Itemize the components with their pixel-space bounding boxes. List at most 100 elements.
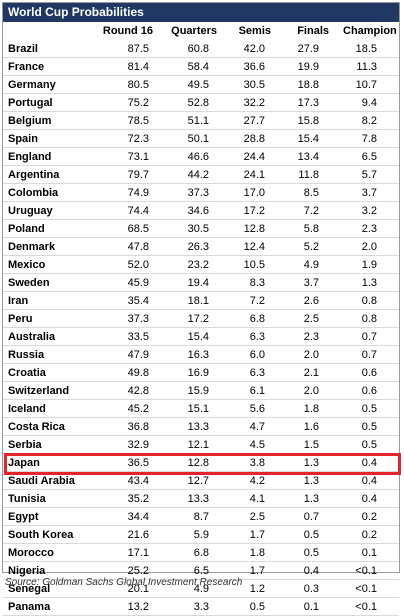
probability-cell: 36.8 (99, 417, 163, 436)
probability-cell: 3.2 (343, 201, 399, 220)
probability-cell: 74.4 (99, 201, 163, 220)
probability-cell: 12.4 (225, 237, 285, 256)
column-header: Semis (238, 25, 271, 37)
probability-cell: 87.5 (99, 40, 163, 58)
probability-cell: 6.8 (163, 543, 225, 562)
probability-cell: 60.8 (163, 40, 225, 58)
probability-cell: 15.4 (163, 327, 225, 346)
probability-cell: 0.4 (343, 489, 399, 508)
table-row: England 73.1 46.6 24.4 13.4 6.5 (3, 147, 399, 166)
probability-cell: 15.9 (163, 381, 225, 400)
probability-cell: 1.7 (225, 525, 285, 544)
table-row: Japan 36.5 12.8 3.8 1.3 0.4 (3, 453, 399, 472)
probability-cell: 47.9 (99, 345, 163, 364)
probability-cell: 0.1 (285, 597, 343, 616)
table-row: Russia 47.9 16.3 6.0 2.0 0.7 (3, 345, 399, 364)
probability-cell: 0.2 (343, 525, 399, 544)
team-name: Japan (3, 453, 99, 472)
probability-cell: 0.4 (285, 561, 343, 580)
probability-cell: 10.5 (225, 255, 285, 274)
probability-cell: 25.2 (99, 561, 163, 580)
table-row: Tunisia 35.2 13.3 4.1 1.3 0.4 (3, 489, 399, 508)
probability-cell: <0.1 (343, 561, 399, 580)
probability-cell: 6.3 (225, 327, 285, 346)
probability-cell: 12.8 (225, 219, 285, 238)
probability-cell: 36.5 (99, 453, 163, 472)
probability-cell: 4.9 (285, 255, 343, 274)
probability-cell: 0.7 (343, 345, 399, 364)
table-row: Egypt 34.4 8.7 2.5 0.7 0.2 (3, 507, 399, 526)
probability-cell: 2.5 (285, 309, 343, 328)
probability-cell: 36.6 (225, 57, 285, 76)
probability-cell: 1.6 (285, 417, 343, 436)
probability-cell: 2.0 (285, 381, 343, 400)
probability-cell: 5.6 (225, 399, 285, 418)
probability-cell: 12.7 (163, 471, 225, 490)
probability-cell: 26.3 (163, 237, 225, 256)
column-header: Finals (297, 25, 329, 37)
team-name: Poland (3, 219, 99, 238)
probability-cell: 49.8 (99, 363, 163, 382)
team-name: Serbia (3, 435, 99, 454)
probability-cell: 1.5 (285, 435, 343, 454)
probability-cell: 23.2 (163, 255, 225, 274)
probability-cell: 17.1 (99, 543, 163, 562)
probability-cell: 17.3 (285, 93, 343, 112)
probability-cell: 27.9 (285, 40, 343, 58)
probability-cell: 0.7 (285, 507, 343, 526)
probability-cell: 19.9 (285, 57, 343, 76)
table-row: Nigeria 25.2 6.5 1.7 0.4 <0.1 (3, 561, 399, 580)
probability-cell: 1.9 (343, 255, 399, 274)
team-name: Switzerland (3, 381, 99, 400)
probability-cell: 43.4 (99, 471, 163, 490)
probability-cell: 7.2 (225, 291, 285, 310)
probability-cell: 37.3 (163, 183, 225, 202)
probability-cell: 0.8 (343, 291, 399, 310)
probability-cell: 0.5 (285, 525, 343, 544)
team-name: Portugal (3, 93, 99, 112)
team-name: Costa Rica (3, 417, 99, 436)
team-name: Brazil (3, 40, 99, 58)
probability-cell: 1.8 (225, 543, 285, 562)
probability-cell: 2.3 (343, 219, 399, 238)
probability-cell: 6.0 (225, 345, 285, 364)
probability-cell: 3.3 (163, 597, 225, 616)
team-name: Iceland (3, 399, 99, 418)
probability-cell: <0.1 (343, 579, 399, 598)
probability-cell: 0.6 (343, 363, 399, 382)
probability-cell: 19.4 (163, 273, 225, 292)
team-name: England (3, 147, 99, 166)
probability-cell: 13.2 (99, 597, 163, 616)
probability-cell: 35.4 (99, 291, 163, 310)
probability-cell: 0.5 (343, 435, 399, 454)
probability-cell: 0.8 (343, 309, 399, 328)
probability-cell: 8.7 (163, 507, 225, 526)
probability-cell: 3.8 (225, 453, 285, 472)
probability-cell: 6.3 (225, 363, 285, 382)
probability-cell: 5.8 (285, 219, 343, 238)
probability-cell: 0.5 (343, 399, 399, 418)
probability-cell: 37.3 (99, 309, 163, 328)
probability-cell: 0.5 (225, 597, 285, 616)
probability-cell: 15.8 (285, 111, 343, 130)
probability-cell: 0.3 (285, 579, 343, 598)
probability-cell: 5.9 (163, 525, 225, 544)
probability-cell: 8.3 (225, 273, 285, 292)
team-name: Egypt (3, 507, 99, 526)
probability-cell: 3.7 (285, 273, 343, 292)
probability-cell: 45.9 (99, 273, 163, 292)
probability-cell: 16.3 (163, 345, 225, 364)
probability-cell: 7.2 (285, 201, 343, 220)
table-row: Colombia 74.9 37.3 17.0 8.5 3.7 (3, 183, 399, 202)
probability-cell: 79.7 (99, 165, 163, 184)
table-row: Germany 80.5 49.5 30.5 18.8 10.7 (3, 75, 399, 94)
table-row: Croatia 49.8 16.9 6.3 2.1 0.6 (3, 363, 399, 382)
probability-cell: 73.1 (99, 147, 163, 166)
probability-cell: 17.0 (225, 183, 285, 202)
probability-cell: 47.8 (99, 237, 163, 256)
probability-cell: 1.8 (285, 399, 343, 418)
probability-cell: 45.2 (99, 399, 163, 418)
table-row: South Korea 21.6 5.9 1.7 0.5 0.2 (3, 525, 399, 544)
probability-cell: 0.1 (343, 543, 399, 562)
table-row: Spain 72.3 50.1 28.8 15.4 7.8 (3, 129, 399, 148)
